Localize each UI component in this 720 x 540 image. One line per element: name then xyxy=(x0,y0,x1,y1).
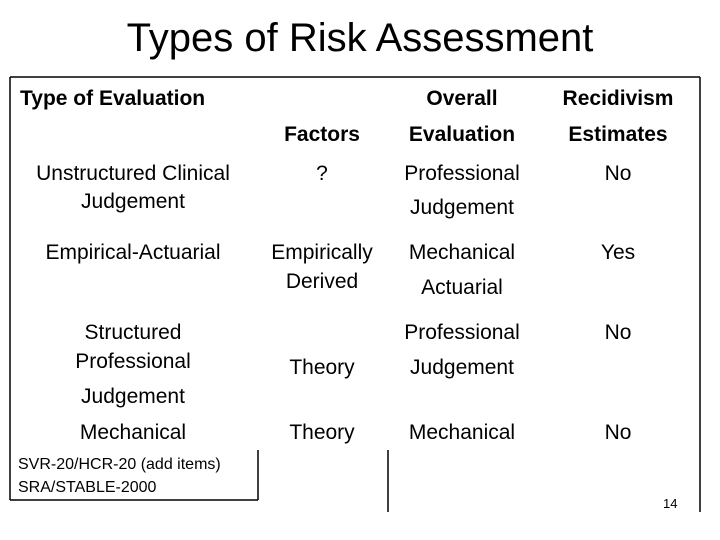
table-note: SRA/STABLE-2000 xyxy=(18,479,157,496)
table-cell: Unstructured Clinical xyxy=(36,162,230,185)
page-number: 14 xyxy=(663,496,678,511)
table-cell: Yes xyxy=(600,241,636,264)
header-cell: Type of Evaluation xyxy=(20,87,206,110)
table-cell: Judgement xyxy=(81,190,185,213)
table-cell: Empirical-Actuarial xyxy=(45,241,221,264)
table-note: SVR-20/HCR-20 (add items) xyxy=(18,456,221,473)
slide-title: Types of Risk Assessment xyxy=(126,16,594,60)
header-cell: Evaluation xyxy=(408,123,516,146)
table-cell: Judgement xyxy=(410,356,514,379)
table-cell: Judgement xyxy=(81,385,185,408)
table-cell: Theory xyxy=(289,356,355,379)
table-cell: ? xyxy=(316,162,328,185)
header-cell: Overall xyxy=(426,87,498,110)
table-cell: Professional xyxy=(404,162,520,185)
table-cell: Judgement xyxy=(410,196,514,219)
table-cell: Structured xyxy=(84,321,182,344)
header-cell: Factors xyxy=(284,123,360,146)
table-cell: Professional xyxy=(75,350,191,373)
table-cell: Mechanical xyxy=(79,421,187,444)
table-cell: No xyxy=(604,421,632,444)
header-cell: Recidivism xyxy=(562,87,674,110)
table-cell: Empirically xyxy=(271,241,373,264)
table-cell: Derived xyxy=(285,270,359,293)
table-cell: No xyxy=(604,162,632,185)
table-cell: Theory xyxy=(289,421,355,444)
table-cell: Professional xyxy=(404,321,520,344)
table-cell: Actuarial xyxy=(421,276,503,299)
table-cell: Mechanical xyxy=(408,421,516,444)
header-cell: Estimates xyxy=(568,123,668,146)
table-cell: Mechanical xyxy=(408,241,516,264)
table-cell: No xyxy=(604,321,632,344)
